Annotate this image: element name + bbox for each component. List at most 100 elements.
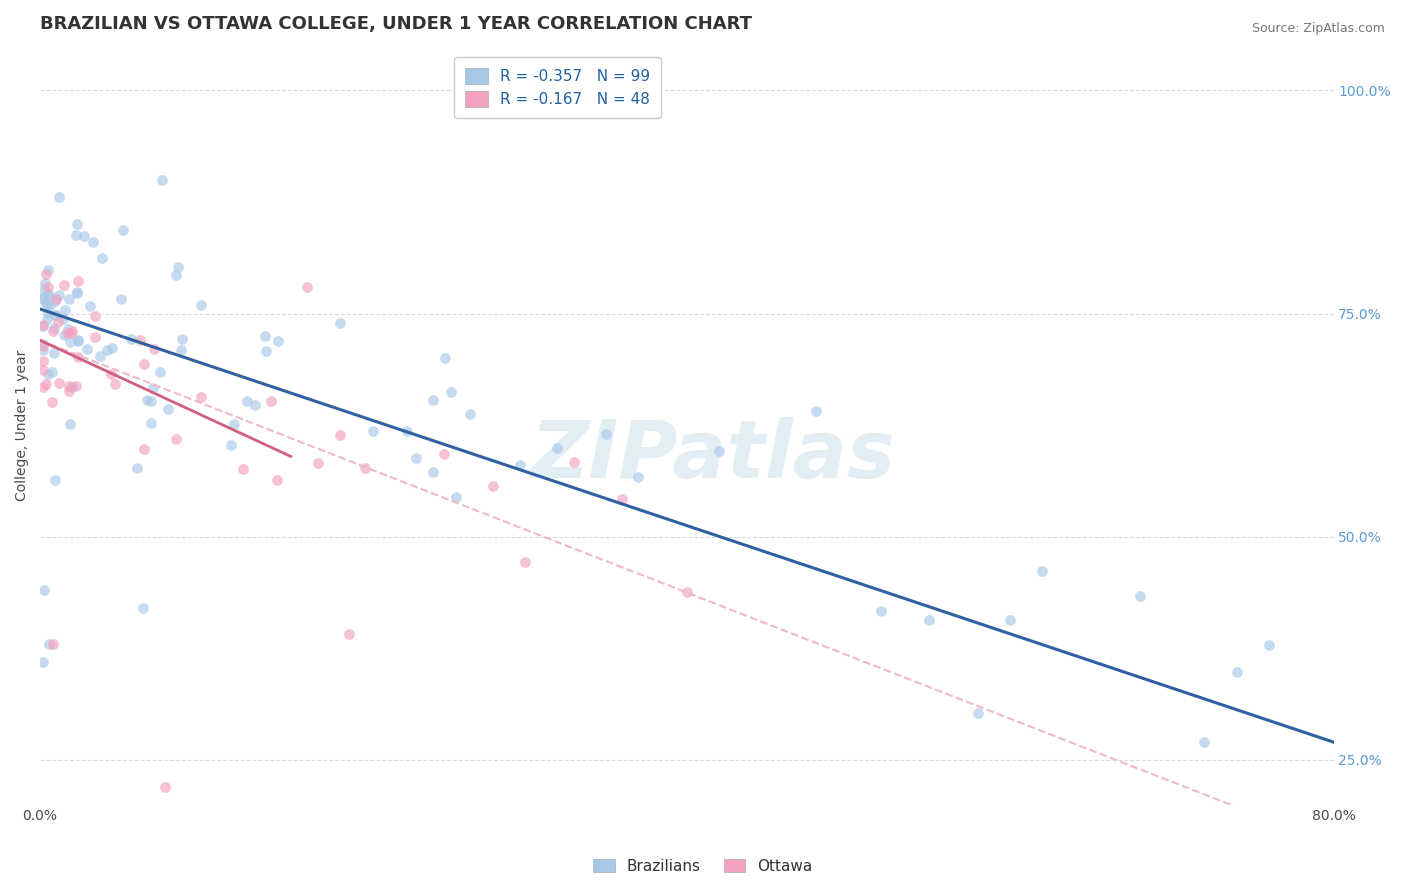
Point [190,390,212,404]
Point [139,394,162,409]
Point [32,655,55,669]
Point [232,461,254,475]
Legend: Brazilians, Ottawa: Brazilians, Ottawa [588,853,818,880]
Point [44,294,66,309]
Point [32,282,55,296]
Point [869,604,891,618]
Point [76,343,98,357]
Point [329,428,352,442]
Point [110,292,132,306]
Point [62,324,84,338]
Point [45,308,67,322]
Point [481,479,503,493]
Text: ZIPatlas: ZIPatlas [530,417,896,494]
Legend: R = -0.357   N = 99, R = -0.167   N = 48: R = -0.357 N = 99, R = -0.167 N = 48 [454,57,661,118]
Point [58,292,80,306]
Point [100,367,122,381]
Point [167,260,190,275]
Point [37,287,59,301]
Point [60,380,83,394]
Point [395,425,418,439]
Point [307,456,329,470]
Point [32,318,55,333]
Point [354,461,377,475]
Point [66,334,89,348]
Point [82,235,104,249]
Point [132,358,155,372]
Point [66,285,89,300]
Point [998,613,1021,627]
Point [546,441,568,455]
Point [562,455,585,469]
Point [84,329,107,343]
Point [101,341,124,355]
Point [260,393,283,408]
Point [1225,665,1247,679]
Point [38,289,60,303]
Point [42,320,65,334]
Point [434,351,457,365]
Point [112,223,135,237]
Point [58,378,80,392]
Point [458,407,481,421]
Point [165,268,187,282]
Point [32,319,55,334]
Text: BRAZILIAN VS OTTAWA COLLEGE, UNDER 1 YEAR CORRELATION CHART: BRAZILIAN VS OTTAWA COLLEGE, UNDER 1 YEA… [41,15,752,33]
Point [65,379,87,393]
Point [127,461,149,475]
Y-axis label: College, Under 1 year: College, Under 1 year [15,350,30,500]
Point [142,343,165,357]
Point [59,334,82,349]
Point [66,274,89,288]
Point [149,365,172,379]
Point [254,329,277,343]
Point [243,398,266,412]
Point [67,333,90,347]
Point [405,450,427,465]
Point [35,296,58,310]
Point [32,354,55,368]
Point [170,332,193,346]
Point [509,458,531,472]
Point [67,350,90,364]
Point [41,637,63,651]
Point [32,338,55,352]
Point [44,308,66,322]
Point [37,262,59,277]
Point [32,292,55,306]
Point [59,326,82,340]
Point [41,395,63,409]
Point [513,556,536,570]
Point [41,365,63,379]
Point [339,626,361,640]
Point [1192,735,1215,749]
Point [48,288,70,302]
Point [35,296,58,310]
Point [35,376,58,391]
Point [1031,564,1053,578]
Point [34,276,56,290]
Point [66,285,89,299]
Point [35,311,58,326]
Point [89,349,111,363]
Point [48,190,70,204]
Point [38,637,60,651]
Point [170,343,193,357]
Point [38,298,60,312]
Point [32,380,55,394]
Point [46,315,69,329]
Point [65,228,87,243]
Point [48,376,70,391]
Point [53,303,76,318]
Point [52,328,75,343]
Point [32,343,55,357]
Point [610,491,633,506]
Point [219,438,242,452]
Point [59,417,82,431]
Point [96,343,118,357]
Point [361,424,384,438]
Point [34,267,56,281]
Point [32,336,55,351]
Point [84,309,107,323]
Point [266,473,288,487]
